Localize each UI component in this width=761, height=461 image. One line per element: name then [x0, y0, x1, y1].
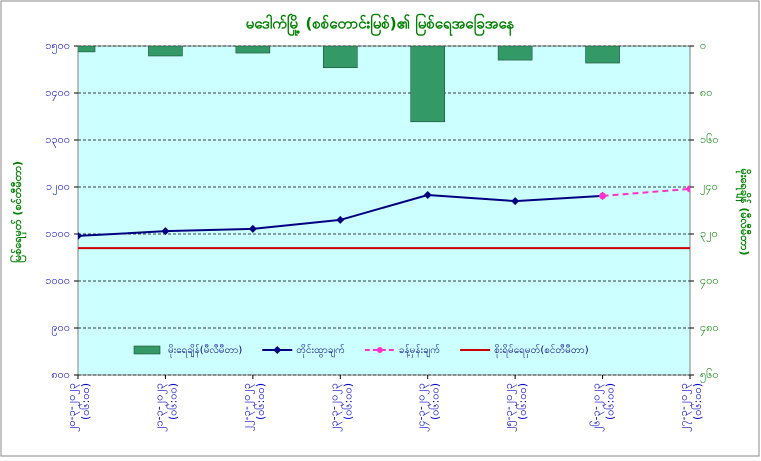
plot-area [77, 45, 691, 376]
plot-marks [78, 46, 690, 240]
bar [78, 46, 96, 53]
marker [599, 192, 607, 200]
y2-tick-label: ၄၈၀ [700, 321, 719, 336]
legend-label: စိုးရိမ်ရေမှတ်(စင်တီမီတာ) [494, 343, 589, 358]
x-tick-label: ၂၇-၃-၂၀၂၃ [677, 383, 692, 432]
bar [322, 46, 358, 69]
marker [248, 224, 257, 233]
marker [686, 185, 690, 193]
y-tick-label: ၁၃၀၀ [45, 133, 70, 148]
y-tick-label: ၁၀၀၀ [45, 274, 70, 287]
y-tick-label: ၁၄၀၀ [45, 86, 70, 101]
x-time-label: (၀၆:၀၀) [341, 383, 354, 420]
y2-tick-label: ၂၄၀ [700, 180, 718, 195]
legend-marker [376, 347, 383, 353]
legend-label: မိုးရေချိန်(မီလီမီတာ) [168, 343, 242, 358]
y2-tick-label: ၄၀၀ [700, 274, 719, 289]
bar [497, 46, 533, 61]
legend-label: တိုင်းထွာချက် [296, 343, 345, 358]
y2-tick-label: ၀ [700, 39, 706, 52]
legend-swatch [133, 345, 161, 355]
bar [585, 46, 620, 64]
bar [235, 46, 271, 54]
x-time-label: (၀၆:၀၀) [429, 383, 442, 420]
marker [78, 231, 82, 240]
x-time-label: (၀၆:၀၀) [166, 383, 179, 420]
y-tick-label: ၁၅၀၀ [45, 39, 70, 54]
y2-tick-label: ၈၀ [700, 86, 712, 99]
y-tick-label: ၁၂၀၀ [46, 180, 70, 195]
x-tick-label: ၂၅-၃-၂၀၂၃ [502, 383, 517, 432]
y-tick-label: ၉၀၀ [51, 321, 70, 336]
y2-tick-label: ၁၆၀ [700, 133, 719, 146]
bar [148, 46, 183, 57]
y-tick-label: ၁၁၀၀ [45, 227, 70, 240]
x-time-label: (၀၆:၀၀) [254, 383, 267, 420]
marker [161, 227, 170, 236]
marker [336, 215, 345, 224]
x-tick-label: ၂၀-၃-၂၀၂၃ [65, 383, 80, 432]
x-time-label: (၀၆:၀၀) [516, 383, 529, 420]
line [602, 187, 690, 197]
x-time-label: (၀၆:၀၀) [79, 383, 92, 420]
x-time-label: (၀၆:၀၀) [691, 383, 704, 420]
marker [423, 190, 432, 199]
y-axis-label: မြစ်ရေမှတ် (စင်တီမီတာ) [9, 161, 27, 263]
y2-tick-label: ၃၂၀ [700, 227, 718, 242]
bar [410, 46, 446, 123]
x-time-label: (၀၆:၀၀) [604, 383, 617, 420]
x-tick-label: ၂၃-၃-၂၀၂၃ [327, 383, 342, 432]
y2-tick-label: ၅၆၀ [700, 368, 719, 383]
legend-label: ခန့်မှန်းချက် [399, 343, 440, 358]
legend-marker [273, 346, 282, 354]
x-tick-label: ၂၄-၃-၂၀၂၃ [415, 383, 430, 432]
x-tick-label: ၂၂-၃-၂၀၂၃ [240, 383, 255, 431]
y2-axis-label: မိုးရေချိန် (မီလီမီတာ) [735, 169, 752, 256]
y-tick-label: ၈၀၀ [51, 368, 70, 381]
marker [511, 197, 520, 206]
x-tick-label: ၂၆-၃-၂၀၂၃ [590, 383, 605, 432]
x-tick-label: ၂၁-၃-၂၀၂၃ [152, 383, 167, 432]
